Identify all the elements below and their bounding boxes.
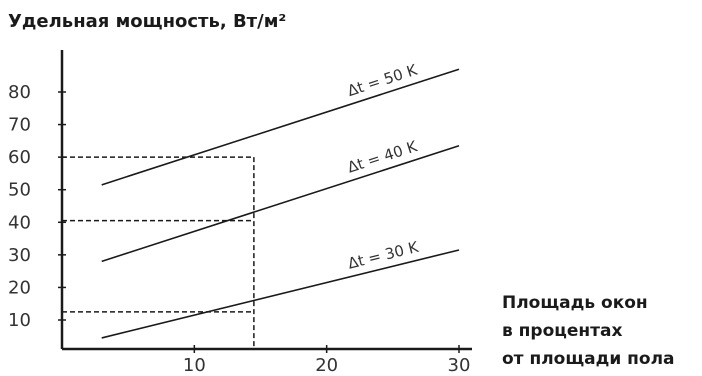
- x-tick-label: 30: [448, 355, 471, 376]
- y-tick-label: 60: [8, 147, 31, 168]
- series-lines: [101, 68, 460, 339]
- y-axis-label: Удельная мощность, Вт/м²: [8, 11, 286, 32]
- series-labels: Δt = 50 KΔt = 40 KΔt = 30 K: [345, 60, 421, 272]
- x-tick-label: 10: [183, 355, 206, 376]
- y-tick-label: 20: [8, 277, 31, 298]
- x-axis-label: Площадь окон в процентах от площади пола: [502, 293, 675, 369]
- y-tick-label: 50: [8, 180, 31, 201]
- series-line: [101, 68, 460, 186]
- y-tick-label: 70: [8, 115, 31, 136]
- x-axis-label-line-1: Площадь окон: [502, 293, 648, 313]
- y-tick-label: 10: [8, 310, 31, 331]
- y-tick-label: 40: [8, 212, 31, 233]
- y-tick-label: 80: [8, 82, 31, 103]
- series-line: [101, 144, 460, 263]
- x-tick-label: 20: [315, 355, 338, 376]
- y-tick-label: 30: [8, 245, 31, 266]
- series-line: [101, 249, 460, 339]
- x-axis-label-line-3: от площади пола: [502, 349, 675, 369]
- y-ticks: 10 20 30 40 50 60 70 80: [8, 82, 66, 331]
- x-axis-label-line-2: в процентах: [502, 321, 622, 341]
- x-ticks: 10 20 30: [183, 345, 471, 376]
- reference-lines: [62, 156, 255, 349]
- series-label: Δt = 30 K: [346, 238, 421, 273]
